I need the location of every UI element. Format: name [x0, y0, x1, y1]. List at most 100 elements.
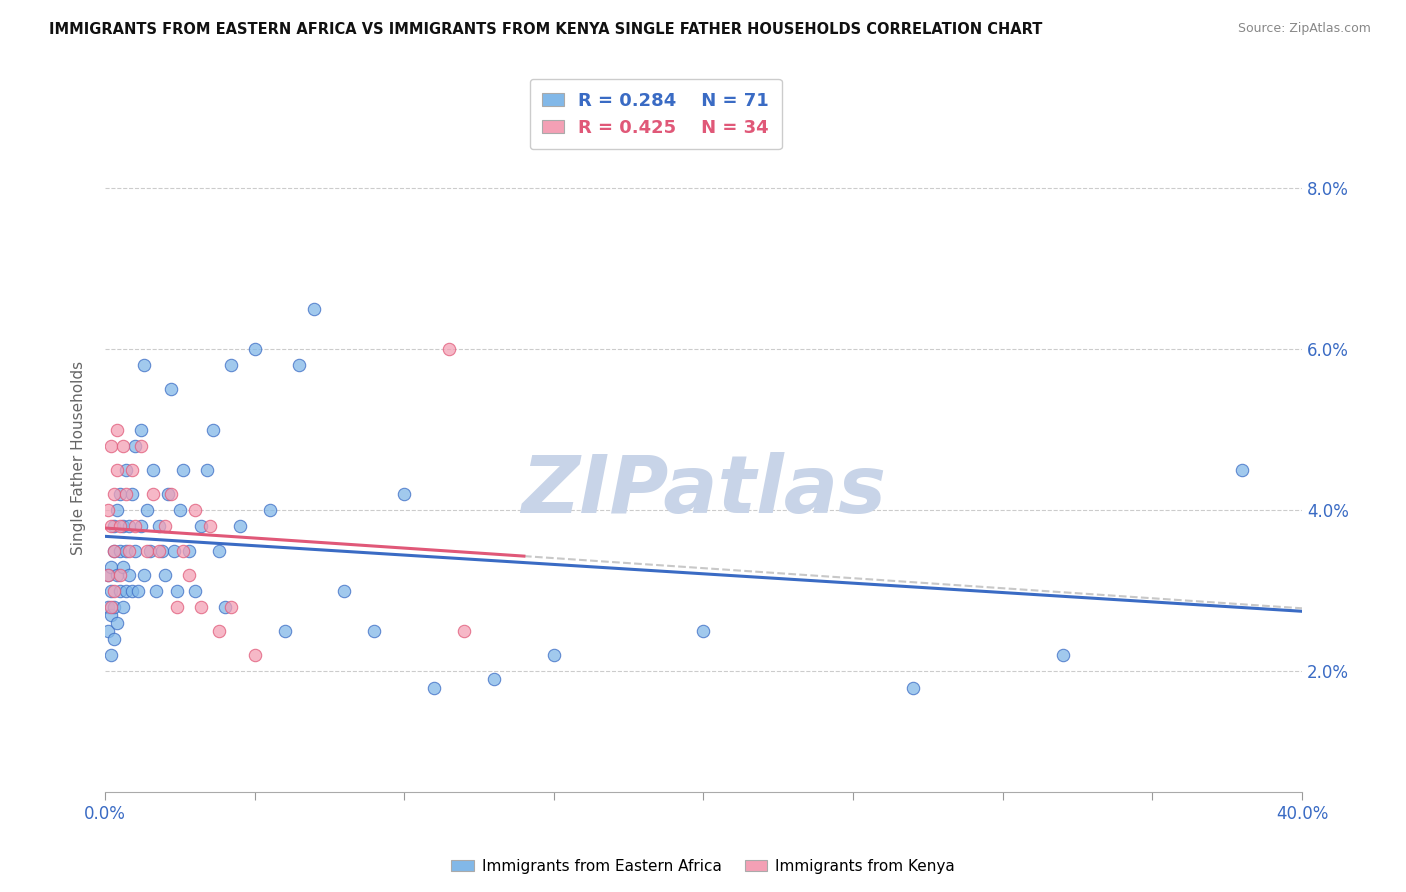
Point	[142, 487, 165, 501]
Point	[103, 632, 125, 647]
Point	[100, 583, 122, 598]
Point	[115, 463, 138, 477]
Y-axis label: Single Father Households: Single Father Households	[72, 360, 86, 555]
Point	[115, 543, 138, 558]
Point	[111, 519, 134, 533]
Point	[124, 439, 146, 453]
Point	[111, 599, 134, 614]
Point	[482, 673, 505, 687]
Point	[172, 543, 194, 558]
Point	[363, 624, 385, 639]
Point	[111, 559, 134, 574]
Point	[177, 567, 200, 582]
Point	[121, 463, 143, 477]
Point	[166, 599, 188, 614]
Point	[453, 624, 475, 639]
Point	[121, 583, 143, 598]
Point	[150, 543, 173, 558]
Point	[394, 487, 416, 501]
Point	[135, 543, 157, 558]
Point	[201, 423, 224, 437]
Point	[124, 543, 146, 558]
Point	[103, 583, 125, 598]
Point	[108, 519, 131, 533]
Point	[148, 519, 170, 533]
Point	[304, 301, 326, 316]
Point	[124, 519, 146, 533]
Point	[105, 463, 128, 477]
Point	[219, 358, 242, 372]
Point	[108, 583, 131, 598]
Point	[129, 439, 152, 453]
Point	[132, 567, 155, 582]
Point	[132, 358, 155, 372]
Legend: Immigrants from Eastern Africa, Immigrants from Kenya: Immigrants from Eastern Africa, Immigran…	[446, 853, 960, 880]
Point	[190, 519, 212, 533]
Point	[135, 503, 157, 517]
Point	[118, 543, 141, 558]
Point	[184, 503, 207, 517]
Point	[198, 519, 221, 533]
Point	[121, 487, 143, 501]
Point	[103, 543, 125, 558]
Point	[437, 342, 460, 356]
Point	[111, 439, 134, 453]
Point	[153, 567, 176, 582]
Point	[166, 583, 188, 598]
Point	[105, 615, 128, 630]
Text: ZIPatlas: ZIPatlas	[522, 452, 886, 530]
Point	[145, 583, 167, 598]
Point	[100, 648, 122, 663]
Point	[115, 583, 138, 598]
Legend: R = 0.284    N = 71, R = 0.425    N = 34: R = 0.284 N = 71, R = 0.425 N = 34	[530, 78, 782, 149]
Point	[127, 583, 149, 598]
Point	[423, 681, 446, 695]
Point	[901, 681, 924, 695]
Point	[208, 624, 231, 639]
Point	[118, 519, 141, 533]
Point	[228, 519, 250, 533]
Point	[103, 487, 125, 501]
Point	[129, 423, 152, 437]
Point	[105, 503, 128, 517]
Point	[163, 543, 186, 558]
Point	[156, 487, 179, 501]
Text: Source: ZipAtlas.com: Source: ZipAtlas.com	[1237, 22, 1371, 36]
Point	[139, 543, 162, 558]
Point	[108, 543, 131, 558]
Point	[243, 342, 266, 356]
Point	[100, 559, 122, 574]
Point	[129, 519, 152, 533]
Point	[97, 567, 120, 582]
Point	[100, 599, 122, 614]
Point	[97, 624, 120, 639]
Point	[108, 567, 131, 582]
Point	[97, 567, 120, 582]
Point	[172, 463, 194, 477]
Point	[148, 543, 170, 558]
Point	[177, 543, 200, 558]
Point	[105, 423, 128, 437]
Point	[100, 607, 122, 622]
Text: IMMIGRANTS FROM EASTERN AFRICA VS IMMIGRANTS FROM KENYA SINGLE FATHER HOUSEHOLDS: IMMIGRANTS FROM EASTERN AFRICA VS IMMIGR…	[49, 22, 1043, 37]
Point	[159, 487, 181, 501]
Point	[184, 583, 207, 598]
Point	[118, 567, 141, 582]
Point	[100, 439, 122, 453]
Point	[288, 358, 311, 372]
Point	[259, 503, 281, 517]
Point	[1052, 648, 1074, 663]
Point	[153, 519, 176, 533]
Point	[103, 519, 125, 533]
Point	[115, 487, 138, 501]
Point	[97, 503, 120, 517]
Point	[97, 599, 120, 614]
Point	[219, 599, 242, 614]
Point	[103, 543, 125, 558]
Point	[333, 583, 356, 598]
Point	[208, 543, 231, 558]
Point	[692, 624, 714, 639]
Point	[273, 624, 295, 639]
Point	[190, 599, 212, 614]
Point	[195, 463, 218, 477]
